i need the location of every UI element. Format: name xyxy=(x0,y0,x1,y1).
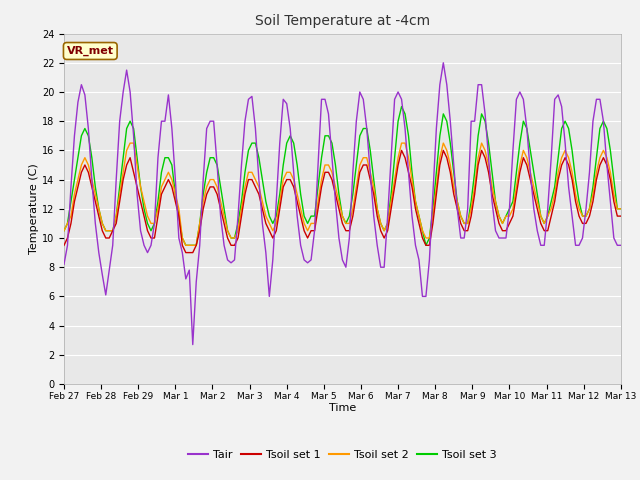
Tair xyxy=(189,342,196,348)
Line: Tsoil set 1: Tsoil set 1 xyxy=(64,150,621,252)
Tsoil set 1 xyxy=(596,162,604,168)
Tsoil set 3 xyxy=(217,184,225,190)
Tair xyxy=(60,262,68,267)
Tair xyxy=(217,213,225,219)
Tair xyxy=(558,104,566,109)
Tair xyxy=(440,60,447,66)
Tsoil set 3 xyxy=(530,169,538,175)
Tsoil set 1 xyxy=(397,147,405,153)
Line: Tsoil set 3: Tsoil set 3 xyxy=(64,107,621,245)
Tsoil set 1 xyxy=(617,213,625,219)
Tair xyxy=(617,242,625,248)
Tsoil set 2 xyxy=(530,184,538,190)
Tsoil set 3 xyxy=(182,242,189,248)
Y-axis label: Temperature (C): Temperature (C) xyxy=(29,163,39,254)
Tair xyxy=(530,206,538,212)
Tsoil set 3 xyxy=(248,140,256,146)
Tair xyxy=(269,257,276,263)
Tsoil set 3 xyxy=(617,206,625,212)
Tsoil set 1 xyxy=(558,162,566,168)
Tsoil set 2 xyxy=(182,242,189,248)
Tsoil set 1 xyxy=(182,250,189,255)
Tair xyxy=(596,96,604,102)
Tsoil set 3 xyxy=(60,228,68,234)
Tsoil set 1 xyxy=(530,192,538,197)
X-axis label: Time: Time xyxy=(329,403,356,413)
Tsoil set 1 xyxy=(248,177,256,182)
Tair xyxy=(248,94,256,99)
Tsoil set 1 xyxy=(60,242,68,248)
Tsoil set 2 xyxy=(252,177,259,182)
Tsoil set 2 xyxy=(596,155,604,161)
Title: Soil Temperature at -4cm: Soil Temperature at -4cm xyxy=(255,14,430,28)
Tsoil set 2 xyxy=(220,213,228,219)
Tsoil set 3 xyxy=(596,126,604,132)
Tsoil set 3 xyxy=(269,220,276,226)
Tsoil set 2 xyxy=(617,206,625,212)
Text: VR_met: VR_met xyxy=(67,46,114,56)
Tsoil set 2 xyxy=(558,155,566,161)
Line: Tair: Tair xyxy=(64,63,621,345)
Tsoil set 3 xyxy=(397,104,405,109)
Legend: Tair, Tsoil set 1, Tsoil set 2, Tsoil set 3: Tair, Tsoil set 1, Tsoil set 2, Tsoil se… xyxy=(184,445,501,465)
Tsoil set 1 xyxy=(217,206,225,212)
Line: Tsoil set 2: Tsoil set 2 xyxy=(64,143,621,245)
Tsoil set 2 xyxy=(273,220,280,226)
Tsoil set 3 xyxy=(558,126,566,132)
Tsoil set 2 xyxy=(126,140,134,146)
Tsoil set 2 xyxy=(60,228,68,234)
Tsoil set 1 xyxy=(269,235,276,241)
